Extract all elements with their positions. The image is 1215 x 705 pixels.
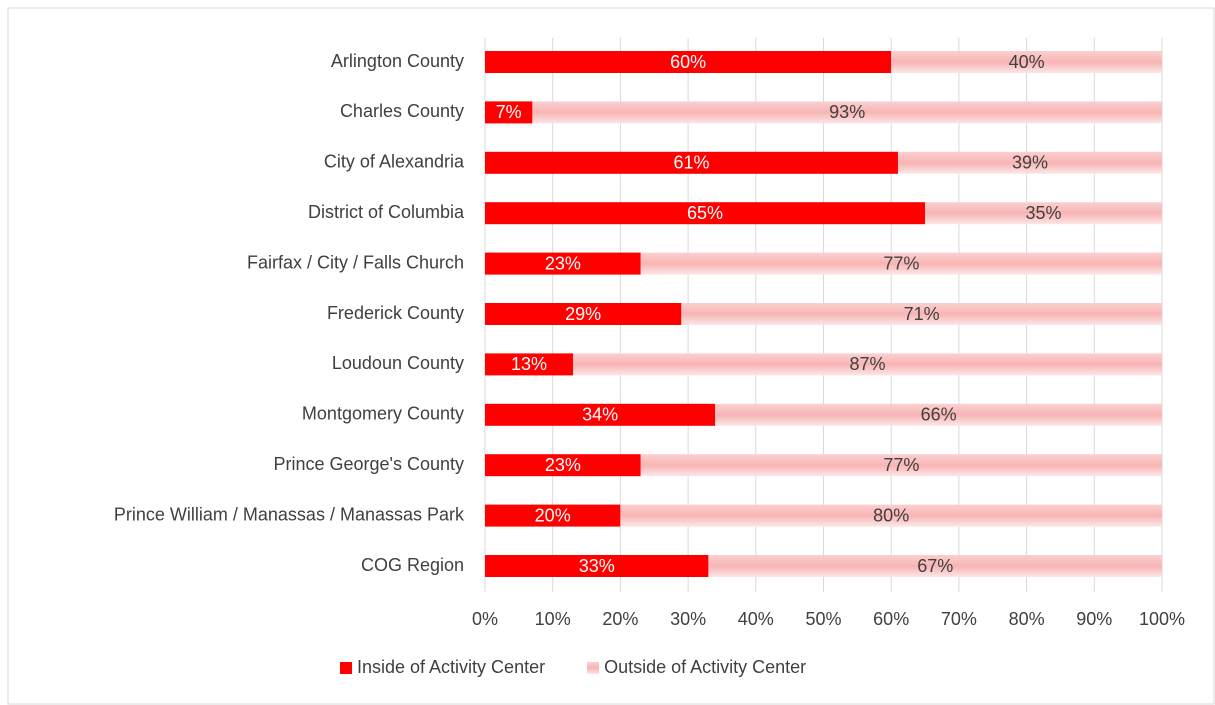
legend-swatch bbox=[587, 662, 600, 674]
bar-segment bbox=[485, 101, 533, 124]
x-tick-label: 100% bbox=[1139, 609, 1185, 629]
bar-segment bbox=[485, 151, 898, 174]
data-label: 93% bbox=[829, 102, 865, 122]
bar-segment bbox=[708, 555, 1162, 577]
bar-segment bbox=[640, 252, 1162, 275]
y-tick-label: COG Region bbox=[361, 555, 464, 575]
bar-segment bbox=[485, 504, 621, 527]
data-label: 40% bbox=[1009, 52, 1045, 72]
y-tick-label: District of Columbia bbox=[308, 202, 465, 222]
y-tick-label: City of Alexandria bbox=[324, 152, 465, 172]
x-tick-label: 10% bbox=[535, 609, 571, 629]
legend-swatch bbox=[340, 662, 352, 674]
data-label: 34% bbox=[582, 405, 618, 425]
bar-segment bbox=[640, 454, 1162, 477]
data-label: 87% bbox=[849, 354, 885, 374]
data-label: 33% bbox=[579, 556, 615, 576]
data-label: 77% bbox=[883, 455, 919, 475]
bar-segment bbox=[485, 353, 574, 376]
data-label: 39% bbox=[1012, 153, 1048, 173]
data-label: 23% bbox=[545, 253, 581, 273]
y-tick-label: Loudoun County bbox=[332, 353, 464, 373]
bar-segment bbox=[485, 303, 682, 325]
chart-frame bbox=[7, 7, 1215, 705]
bar-segment bbox=[573, 353, 1162, 376]
y-tick-label: Fairfax / City / Falls Church bbox=[247, 252, 464, 272]
bar-segment bbox=[485, 403, 716, 426]
data-label: 60% bbox=[670, 52, 706, 72]
bar-segment bbox=[485, 454, 641, 477]
x-tick-label: 50% bbox=[805, 609, 841, 629]
data-label: 66% bbox=[921, 405, 957, 425]
bar-segment bbox=[485, 555, 709, 577]
data-label: 13% bbox=[511, 354, 547, 374]
bar-segment bbox=[485, 202, 926, 225]
bar-segment bbox=[715, 403, 1162, 426]
data-label: 20% bbox=[535, 505, 571, 525]
data-label: 35% bbox=[1026, 203, 1062, 223]
x-tick-label: 40% bbox=[738, 609, 774, 629]
bar-segment bbox=[681, 303, 1162, 325]
bar-segment bbox=[532, 101, 1162, 124]
data-label: 71% bbox=[904, 304, 940, 324]
legend-label: Outside of Activity Center bbox=[604, 657, 806, 677]
y-tick-label: Charles County bbox=[340, 101, 464, 121]
x-tick-label: 70% bbox=[941, 609, 977, 629]
data-label: 67% bbox=[917, 556, 953, 576]
bar-segment bbox=[891, 51, 1162, 73]
bar-segment bbox=[485, 252, 641, 275]
bar-segment bbox=[897, 151, 1162, 174]
x-tick-label: 20% bbox=[602, 609, 638, 629]
x-tick-label: 60% bbox=[873, 609, 909, 629]
y-tick-label: Arlington County bbox=[331, 51, 464, 71]
x-tick-label: 30% bbox=[670, 609, 706, 629]
data-label: 7% bbox=[496, 102, 522, 122]
data-label: 80% bbox=[873, 505, 909, 525]
y-tick-label: Prince George's County bbox=[273, 454, 464, 474]
data-label: 23% bbox=[545, 455, 581, 475]
bar-segment bbox=[925, 202, 1162, 225]
y-tick-label: Prince William / Manassas / Manassas Par… bbox=[114, 504, 465, 524]
data-label: 61% bbox=[673, 153, 709, 173]
legend-label: Inside of Activity Center bbox=[357, 657, 545, 677]
x-tick-label: 90% bbox=[1076, 609, 1112, 629]
data-label: 77% bbox=[883, 253, 919, 273]
bar-segment bbox=[620, 504, 1162, 527]
data-label: 65% bbox=[687, 203, 723, 223]
y-tick-label: Frederick County bbox=[327, 303, 464, 323]
x-tick-label: 80% bbox=[1009, 609, 1045, 629]
bar-segment bbox=[485, 51, 892, 73]
y-tick-label: Montgomery County bbox=[302, 404, 464, 424]
data-label: 29% bbox=[565, 304, 601, 324]
x-tick-label: 0% bbox=[472, 609, 498, 629]
